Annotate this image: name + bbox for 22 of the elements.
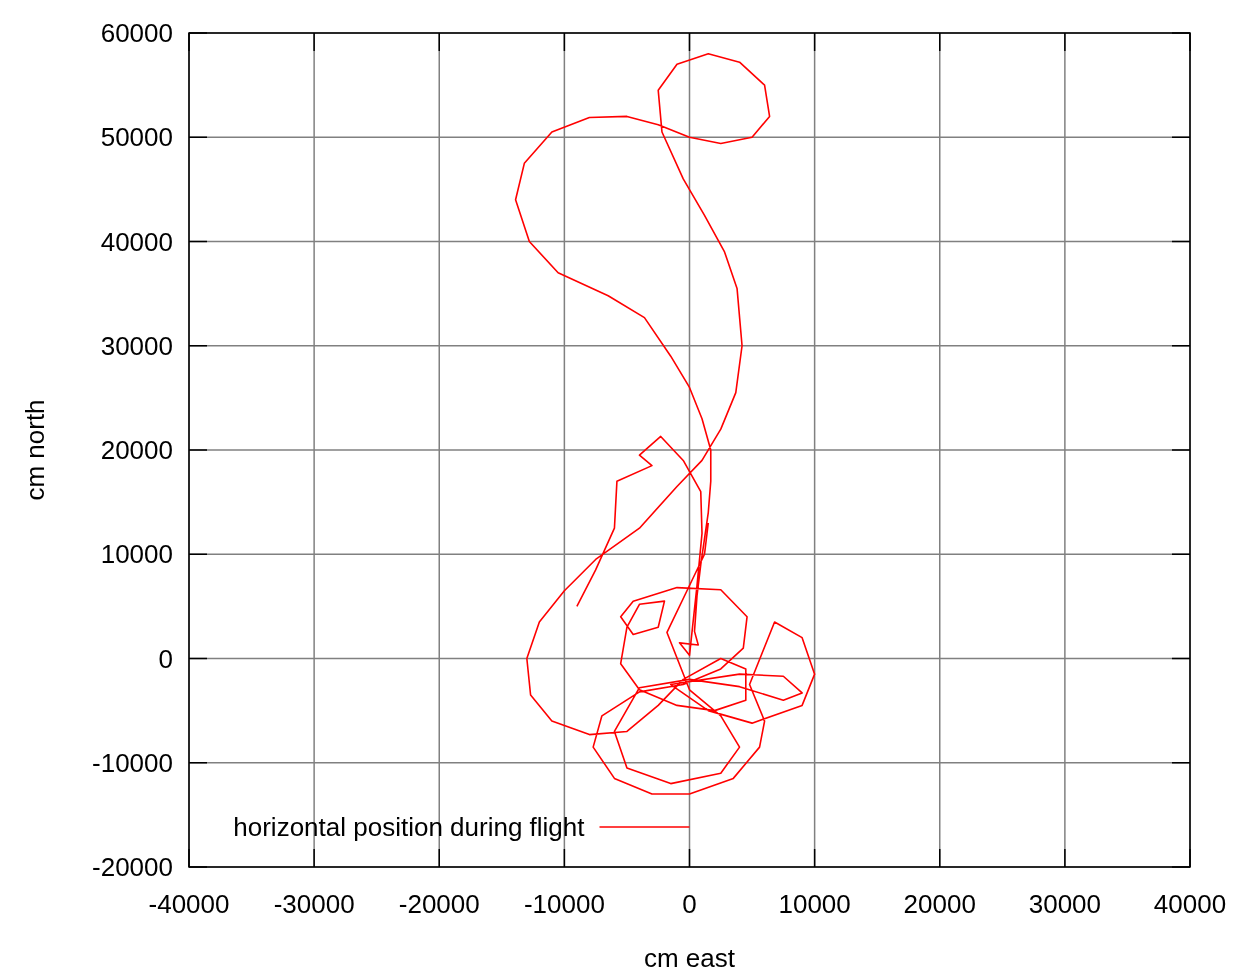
line-series bbox=[514, 53, 816, 795]
y-tick-label: -20000 bbox=[92, 852, 173, 882]
y-tick-label: 10000 bbox=[100, 539, 173, 570]
x-tick-label: -10000 bbox=[523, 889, 605, 919]
x-tick-label: 10000 bbox=[778, 889, 851, 919]
x-tick-label: -30000 bbox=[273, 889, 355, 919]
x-tick-label: 20000 bbox=[903, 889, 976, 919]
y-axis-title: cm north bbox=[20, 399, 50, 501]
y-tick-label: -10000 bbox=[92, 747, 173, 778]
x-tick-label: 30000 bbox=[1028, 889, 1102, 919]
y-tick-label: 40000 bbox=[100, 226, 173, 257]
y-tick-label: 20000 bbox=[100, 435, 173, 465]
x-tick-label: 0 bbox=[682, 889, 697, 919]
y-tick-label: 30000 bbox=[100, 330, 173, 361]
x-tick-label: -20000 bbox=[398, 889, 480, 919]
x-tick-label: 40000 bbox=[1153, 889, 1227, 919]
legend-label: horizontal position during flight bbox=[233, 812, 586, 842]
x-tick-label: -40000 bbox=[148, 889, 230, 919]
y-tick-label: 50000 bbox=[100, 122, 173, 153]
x-axis-title: cm east bbox=[643, 943, 736, 967]
y-tick-label: 60000 bbox=[100, 18, 173, 48]
y-tick-label: 0 bbox=[158, 643, 173, 674]
